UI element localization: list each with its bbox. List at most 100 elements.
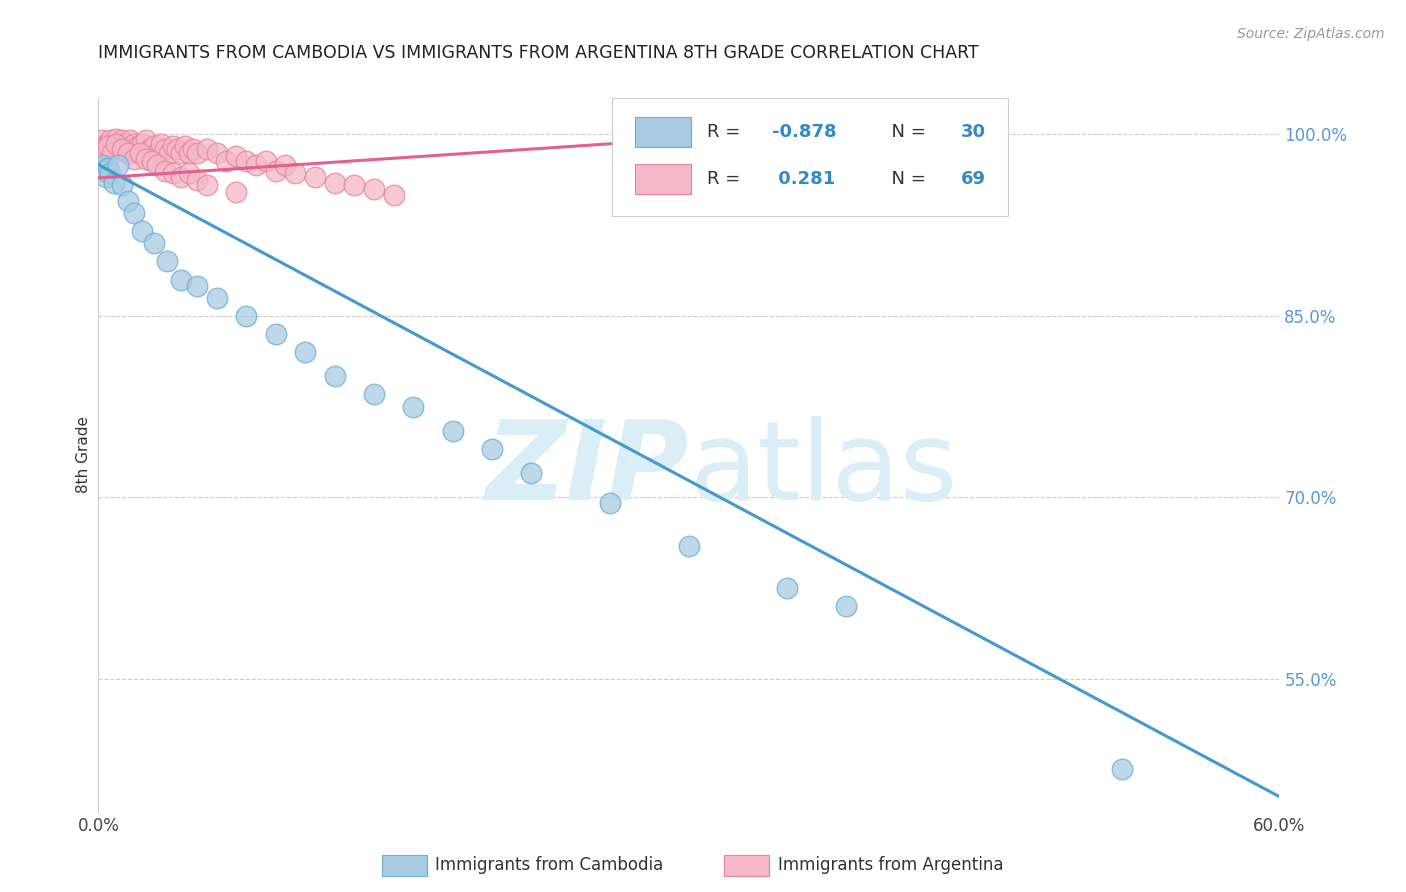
Text: 0.281: 0.281 [772, 169, 835, 187]
Point [254, 154, 277, 169]
Point [170, 272, 193, 286]
Point [105, 132, 128, 146]
Text: Immigrants from Cambodia: Immigrants from Cambodia [434, 856, 664, 874]
Point [117, 139, 139, 153]
Point [117, 145, 139, 160]
Point [122, 206, 145, 220]
Point [101, 145, 124, 160]
Point [776, 581, 799, 595]
Point [363, 387, 385, 401]
Point [146, 158, 169, 172]
Point [520, 466, 543, 480]
Point [98, 166, 121, 180]
Point [91, 158, 114, 172]
FancyBboxPatch shape [634, 164, 692, 194]
Point [135, 133, 157, 147]
Point [186, 173, 208, 187]
Point [108, 137, 131, 152]
Point [323, 176, 346, 190]
Point [294, 345, 316, 359]
Point [146, 145, 169, 160]
Text: 30: 30 [960, 123, 986, 141]
Point [107, 142, 129, 156]
Point [142, 139, 165, 153]
Point [118, 133, 141, 147]
Point [205, 291, 228, 305]
Point [98, 133, 121, 147]
FancyBboxPatch shape [612, 98, 1008, 216]
Point [441, 424, 464, 438]
Point [103, 176, 125, 190]
Point [105, 137, 128, 152]
Point [235, 309, 257, 323]
Point [97, 161, 120, 176]
Text: Immigrants from Argentina: Immigrants from Argentina [778, 856, 1002, 874]
Point [343, 178, 366, 193]
Point [142, 236, 165, 251]
Point [157, 145, 180, 160]
Point [93, 163, 115, 178]
Point [177, 145, 200, 160]
Point [177, 166, 200, 180]
Point [121, 142, 143, 156]
Point [195, 178, 218, 193]
Point [125, 145, 148, 160]
Point [170, 169, 193, 184]
Point [264, 163, 287, 178]
Point [131, 137, 153, 152]
Point [678, 161, 700, 176]
Point [181, 142, 204, 156]
Point [155, 142, 177, 156]
Point [103, 137, 125, 152]
Point [174, 139, 197, 153]
Point [93, 142, 115, 156]
Point [150, 137, 173, 152]
Point [166, 142, 188, 156]
Point [678, 539, 700, 553]
Point [127, 139, 149, 153]
Y-axis label: 8th Grade: 8th Grade [76, 417, 91, 493]
Point [225, 149, 247, 163]
Point [481, 442, 503, 456]
Point [112, 142, 135, 156]
Point [245, 158, 267, 172]
Point [186, 278, 208, 293]
Text: atlas: atlas [689, 416, 957, 523]
Text: R =: R = [707, 169, 745, 187]
Point [89, 139, 111, 153]
Point [170, 145, 193, 160]
Point [599, 496, 621, 510]
Point [107, 158, 129, 172]
Point [186, 145, 208, 160]
Point [96, 145, 118, 160]
Point [131, 224, 153, 238]
Text: 69: 69 [960, 169, 986, 187]
Text: IMMIGRANTS FROM CAMBODIA VS IMMIGRANTS FROM ARGENTINA 8TH GRADE CORRELATION CHAR: IMMIGRANTS FROM CAMBODIA VS IMMIGRANTS F… [98, 45, 979, 62]
Point [215, 154, 238, 169]
Point [122, 137, 145, 152]
Point [115, 137, 138, 152]
Point [363, 182, 385, 196]
Point [96, 169, 118, 184]
Text: N =: N = [880, 169, 932, 187]
Point [122, 152, 145, 166]
Point [264, 326, 287, 341]
Point [135, 152, 157, 166]
Point [117, 194, 139, 208]
Point [162, 139, 184, 153]
Text: Source: ZipAtlas.com: Source: ZipAtlas.com [1237, 27, 1385, 41]
Point [101, 142, 124, 156]
Point [835, 599, 858, 613]
Point [284, 166, 307, 180]
Point [274, 158, 297, 172]
Point [402, 400, 425, 414]
Point [304, 169, 326, 184]
Point [155, 163, 177, 178]
Point [225, 186, 247, 200]
Point [111, 178, 134, 193]
Point [141, 154, 163, 169]
Point [138, 142, 160, 156]
Text: R =: R = [707, 123, 745, 141]
FancyBboxPatch shape [724, 855, 769, 876]
Point [91, 133, 114, 147]
